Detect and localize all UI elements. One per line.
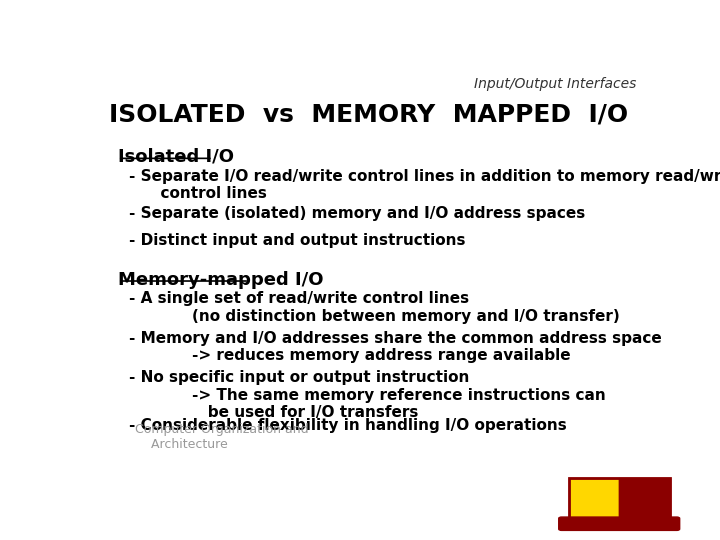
Text: - Memory and I/O addresses share the common address space
            -> reduces: - Memory and I/O addresses share the com… xyxy=(129,331,662,363)
FancyBboxPatch shape xyxy=(559,517,680,530)
Text: Isolated I/O: Isolated I/O xyxy=(118,148,234,166)
Text: Computer Organization and
    Architecture: Computer Organization and Architecture xyxy=(135,423,308,451)
Text: - Separate (isolated) memory and I/O address spaces: - Separate (isolated) memory and I/O add… xyxy=(129,206,585,221)
Text: - Distinct input and output instructions: - Distinct input and output instructions xyxy=(129,233,466,248)
Text: - No specific input or output instruction
            -> The same memory referen: - No specific input or output instructio… xyxy=(129,370,606,420)
Text: - Separate I/O read/write control lines in addition to memory read/write
      c: - Separate I/O read/write control lines … xyxy=(129,168,720,201)
Text: Input/Output Interfaces: Input/Output Interfaces xyxy=(474,77,637,91)
Text: - Considerable flexibility in handling I/O operations: - Considerable flexibility in handling I… xyxy=(129,418,567,433)
FancyBboxPatch shape xyxy=(569,478,619,524)
Text: - A single set of read/write control lines
            (no distinction between m: - A single set of read/write control lin… xyxy=(129,292,620,324)
Text: ISOLATED  vs  MEMORY  MAPPED  I/O: ISOLATED vs MEMORY MAPPED I/O xyxy=(109,102,629,126)
FancyBboxPatch shape xyxy=(619,478,670,524)
Text: Memory-mapped I/O: Memory-mapped I/O xyxy=(118,271,323,288)
